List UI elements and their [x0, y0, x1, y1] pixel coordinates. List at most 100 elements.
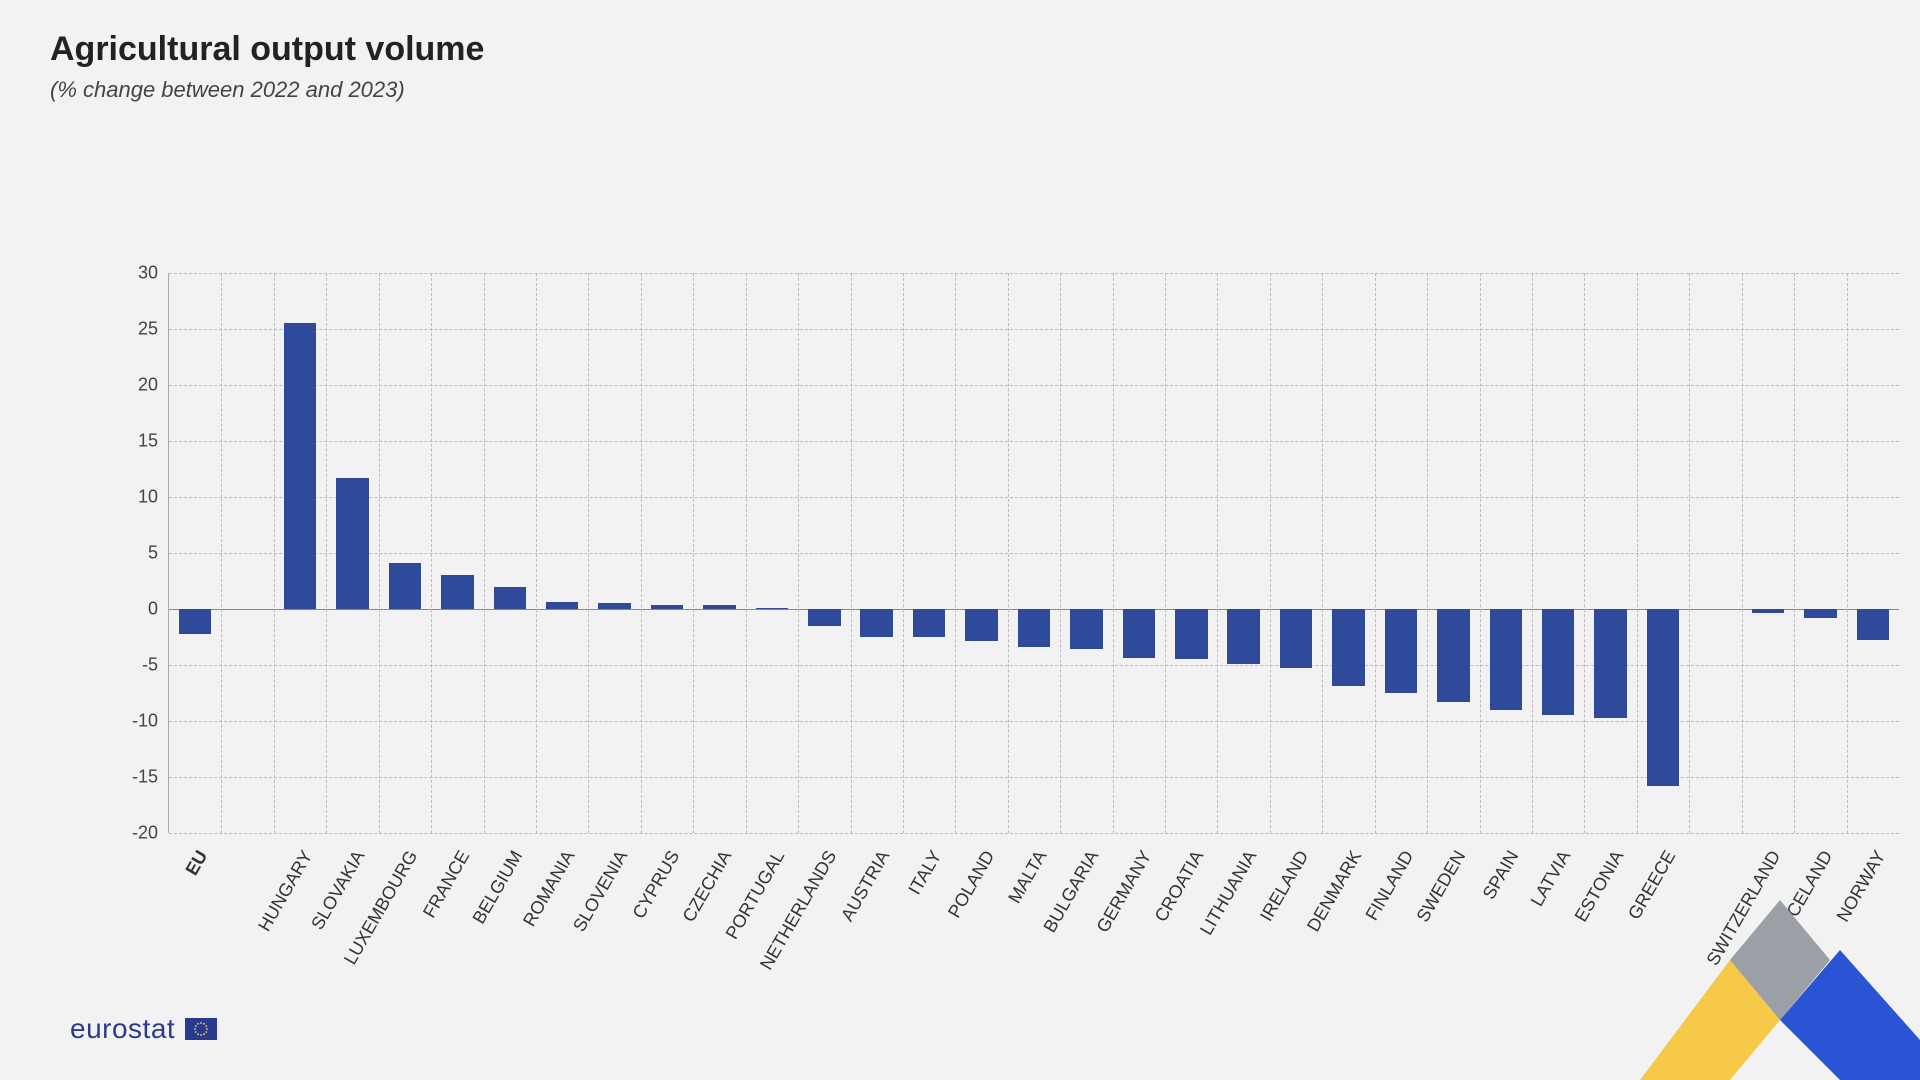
bar: [546, 602, 579, 609]
gridline-h: [169, 777, 1899, 778]
bar: [389, 563, 422, 609]
bar: [1437, 609, 1470, 702]
brand-text: eurostat: [70, 1013, 175, 1045]
bar: [756, 608, 789, 609]
bar: [1332, 609, 1365, 686]
bar: [1647, 609, 1680, 786]
bar: [1175, 609, 1208, 659]
x-tick-label: ITALY: [904, 847, 946, 899]
gridline-v: [221, 273, 222, 833]
bar: [1804, 609, 1837, 618]
chart-container: Agricultural output volume (% change bet…: [0, 0, 1920, 1080]
gridline-v: [1847, 273, 1848, 833]
chart-subtitle: (% change between 2022 and 2023): [50, 77, 1870, 103]
x-tick-label: ESTONIA: [1570, 847, 1628, 926]
x-tick-label: IRELAND: [1256, 847, 1313, 925]
chart-title: Agricultural output volume: [50, 30, 1870, 69]
bar: [913, 609, 946, 637]
gridline-v: [1008, 273, 1009, 833]
bar: [284, 323, 317, 609]
eu-stars-icon: [192, 1020, 210, 1038]
gridline-v: [1532, 273, 1533, 833]
gridline-h: [169, 385, 1899, 386]
gridline-v: [1689, 273, 1690, 833]
gridline-v: [431, 273, 432, 833]
y-axis: -20-15-10-5051015202530: [108, 273, 158, 833]
x-tick-label: FRANCE: [419, 847, 474, 922]
y-tick-label: 5: [148, 543, 158, 564]
bar: [441, 575, 474, 609]
x-tick-label: GERMANY: [1092, 847, 1156, 936]
gridline-v: [536, 273, 537, 833]
plot-area: [168, 273, 1899, 833]
gridline-v: [1322, 273, 1323, 833]
x-tick-label: ROMANIA: [519, 847, 579, 930]
gridline-v: [326, 273, 327, 833]
gridline-v: [1165, 273, 1166, 833]
gridline-v: [903, 273, 904, 833]
gridline-h: [169, 833, 1899, 834]
gridline-v: [746, 273, 747, 833]
bar: [1594, 609, 1627, 718]
bar: [1385, 609, 1418, 693]
bar: [494, 587, 527, 609]
y-tick-label: 30: [138, 263, 158, 284]
gridline-v: [1060, 273, 1061, 833]
y-tick-label: 25: [138, 319, 158, 340]
bar: [1490, 609, 1523, 710]
gridline-v: [1480, 273, 1481, 833]
x-tick-label: AUSTRIA: [837, 847, 894, 925]
bar: [1018, 609, 1051, 647]
gridline-v: [484, 273, 485, 833]
brand-logo: eurostat: [70, 1013, 217, 1045]
x-tick-label: BELGIUM: [468, 847, 527, 928]
bar: [1070, 609, 1103, 649]
gridline-v: [1584, 273, 1585, 833]
x-tick-label: LATVIA: [1527, 847, 1576, 910]
bar: [1542, 609, 1575, 715]
x-tick-label: SWEDEN: [1413, 847, 1471, 926]
x-tick-label: CROATIA: [1151, 847, 1209, 926]
bar: [860, 609, 893, 637]
gridline-v: [1794, 273, 1795, 833]
x-tick-label: CZECHIA: [679, 847, 737, 926]
bar: [1752, 609, 1785, 613]
y-tick-label: 15: [138, 431, 158, 452]
gridline-v: [379, 273, 380, 833]
x-tick-label: MALTA: [1004, 847, 1051, 907]
bar: [703, 605, 736, 609]
y-tick-label: 10: [138, 487, 158, 508]
gridline-h: [169, 665, 1899, 666]
y-tick-label: -5: [142, 655, 158, 676]
gridline-v: [798, 273, 799, 833]
gridline-v: [1113, 273, 1114, 833]
gridline-v: [1270, 273, 1271, 833]
gridline-v: [851, 273, 852, 833]
x-tick-label: GREECE: [1624, 847, 1680, 923]
y-tick-label: 20: [138, 375, 158, 396]
x-tick-label: EU: [182, 847, 213, 879]
bar: [808, 609, 841, 626]
y-tick-label: -20: [132, 823, 158, 844]
bar: [598, 603, 631, 609]
x-tick-label: SWITZERLAND: [1702, 847, 1785, 969]
y-tick-label: 0: [148, 599, 158, 620]
gridline-v: [1375, 273, 1376, 833]
x-tick-label: SPAIN: [1478, 847, 1523, 903]
gridline-h: [169, 553, 1899, 554]
gridline-v: [1742, 273, 1743, 833]
gridline-v: [274, 273, 275, 833]
gridline-v: [641, 273, 642, 833]
bar: [1280, 609, 1313, 668]
gridline-h: [169, 329, 1899, 330]
bar: [1227, 609, 1260, 664]
x-tick-label: POLAND: [944, 847, 999, 922]
gridline-v: [955, 273, 956, 833]
bar: [651, 605, 684, 609]
bar: [965, 609, 998, 641]
gridline-h: [169, 721, 1899, 722]
gridline-v: [1427, 273, 1428, 833]
y-tick-label: -15: [132, 767, 158, 788]
gridline-h: [169, 273, 1899, 274]
y-tick-label: -10: [132, 711, 158, 732]
